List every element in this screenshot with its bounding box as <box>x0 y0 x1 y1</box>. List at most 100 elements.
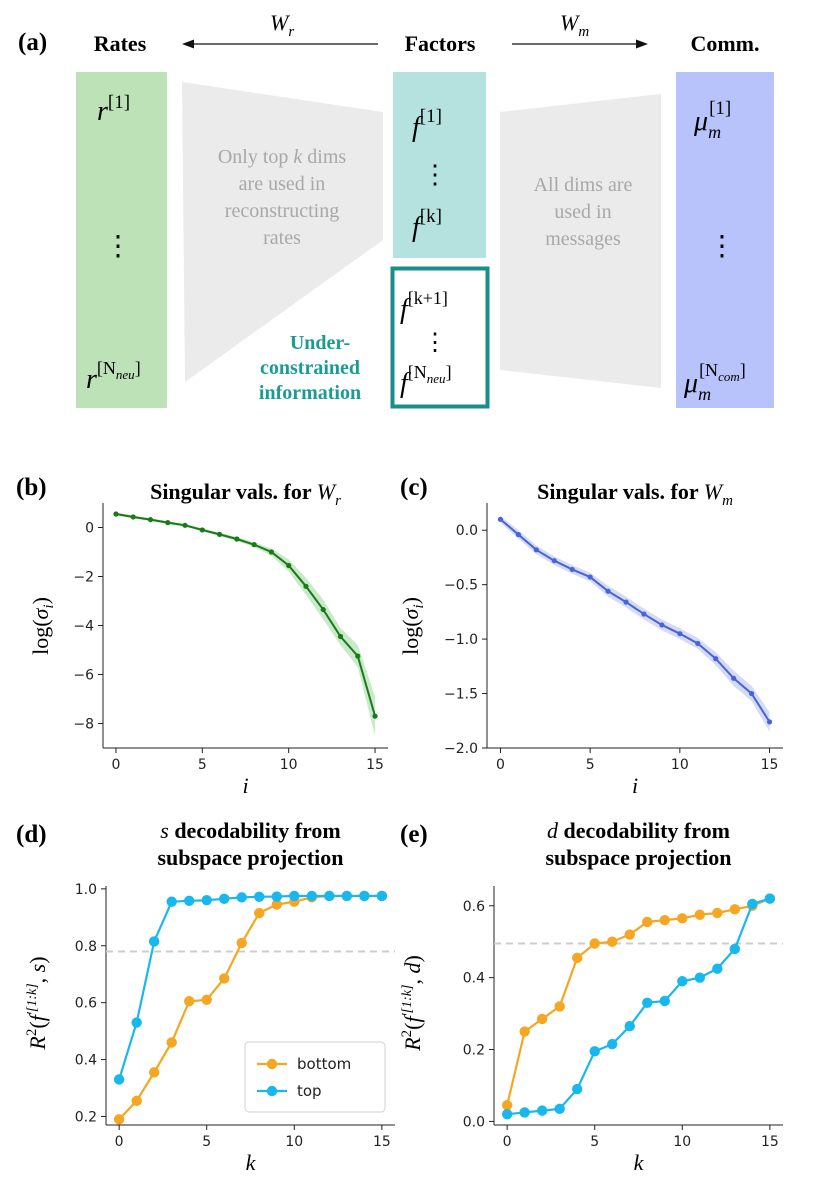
panel-label-e: (e) <box>400 821 428 848</box>
data-point <box>623 599 629 605</box>
comm-last: μm[Ncom] <box>683 360 746 404</box>
data-point <box>659 995 670 1007</box>
y-tick-label: −2.0 <box>444 741 478 757</box>
chart-title-b: Singular vals. for Wr <box>150 479 341 509</box>
y-tick-label: 0.4 <box>75 1053 97 1069</box>
data-point <box>554 1103 565 1115</box>
data-point <box>113 1074 125 1085</box>
data-point <box>199 527 205 533</box>
error-band <box>115 512 376 736</box>
data-point <box>306 890 318 902</box>
rates-box <box>76 72 167 408</box>
series-line <box>115 513 377 717</box>
wr-label: Wr <box>270 10 294 40</box>
data-point <box>219 893 230 905</box>
left-funnel-line-2: are used in <box>239 173 326 195</box>
x-axis-label-e: k <box>634 1150 645 1175</box>
data-point <box>533 547 539 553</box>
data-point <box>677 976 688 987</box>
x-tick-label: 10 <box>673 1134 691 1150</box>
chart-title-c: Singular vals. for Wm <box>537 479 733 509</box>
series-b-sv_wr <box>113 511 378 736</box>
factor-k-plus-1: f[k+1] <box>400 288 448 325</box>
y-axis-label-c: log(σi) <box>398 597 427 655</box>
data-point <box>624 929 635 940</box>
data-point <box>624 1020 635 1032</box>
data-point <box>201 994 212 1006</box>
data-point <box>219 973 230 984</box>
y-tick-label: 0.0 <box>456 523 478 539</box>
legend-marker <box>266 1058 278 1070</box>
y-tick-label: 0 <box>85 521 94 537</box>
data-point <box>551 558 557 564</box>
right-funnel-line-2: used in <box>554 201 611 223</box>
left-funnel-line-1: Only top k dims <box>218 146 347 168</box>
right-funnel-line-3: messages <box>545 228 621 250</box>
data-point <box>148 1067 160 1078</box>
data-point <box>605 588 611 594</box>
x-tick-label: 10 <box>280 757 298 773</box>
data-point <box>236 892 247 903</box>
data-point <box>642 916 653 928</box>
data-point <box>303 583 309 589</box>
data-point <box>677 631 683 637</box>
y-axis-label-b: log(σi) <box>28 597 57 655</box>
data-point <box>254 907 265 919</box>
data-point <box>147 517 154 523</box>
factors-dots-top: ⋮ <box>422 160 448 189</box>
x-tick-label: 0 <box>503 1134 512 1150</box>
y-tick-label: 0.6 <box>75 996 97 1012</box>
factors-top-box <box>393 72 486 258</box>
data-point <box>113 511 119 517</box>
legend-d: bottom top <box>244 1041 386 1113</box>
data-point <box>324 890 335 902</box>
data-point <box>271 891 282 902</box>
data-point <box>571 1083 583 1095</box>
data-point <box>515 531 521 538</box>
series-line <box>118 894 382 1080</box>
data-point <box>677 913 688 924</box>
x-tick-label: 10 <box>671 757 689 773</box>
x-axis-label-b: i <box>242 773 248 798</box>
data-point <box>501 1100 513 1111</box>
data-point <box>695 640 701 647</box>
series-line <box>506 897 771 1106</box>
rate-last: r[Nneu] <box>86 358 141 395</box>
under-line-3: information <box>259 382 361 404</box>
right-funnel-line-1: All dims are <box>534 174 633 196</box>
y-tick-label: −6 <box>73 668 94 684</box>
factors-heading: Factors <box>405 31 476 56</box>
data-point <box>201 895 212 906</box>
data-point <box>607 936 618 947</box>
panel-a: (a) Rates Factors Comm. Wr Wm r[1] ⋮ r[N… <box>18 10 774 409</box>
data-point <box>712 907 723 919</box>
panel-label-d: (d) <box>16 821 47 848</box>
data-point <box>659 914 670 926</box>
data-point <box>254 891 265 903</box>
x-tick-label: 10 <box>285 1134 303 1150</box>
data-point <box>642 997 653 1009</box>
data-point <box>130 514 136 520</box>
y-tick-label: 0.2 <box>75 1109 97 1125</box>
data-point <box>289 890 300 902</box>
y-tick-label: 0.0 <box>463 1114 485 1130</box>
y-tick-label: 0.4 <box>463 971 485 987</box>
panel-a-label: (a) <box>18 29 47 56</box>
legend-label: bottom <box>297 1055 351 1073</box>
y-tick-label: 0.6 <box>463 899 485 915</box>
data-point <box>729 904 741 915</box>
data-point <box>337 633 344 640</box>
data-point <box>554 1001 565 1012</box>
factor-k: f[k] <box>412 206 442 243</box>
x-tick-label: 0 <box>111 757 120 773</box>
right-funnel <box>500 94 661 388</box>
x-axis-label-d: k <box>246 1150 257 1175</box>
data-point <box>216 531 223 537</box>
y-tick-label: −8 <box>73 717 94 733</box>
left-funnel <box>182 82 383 382</box>
wm-arrow-head <box>636 39 648 49</box>
data-point <box>497 516 504 522</box>
